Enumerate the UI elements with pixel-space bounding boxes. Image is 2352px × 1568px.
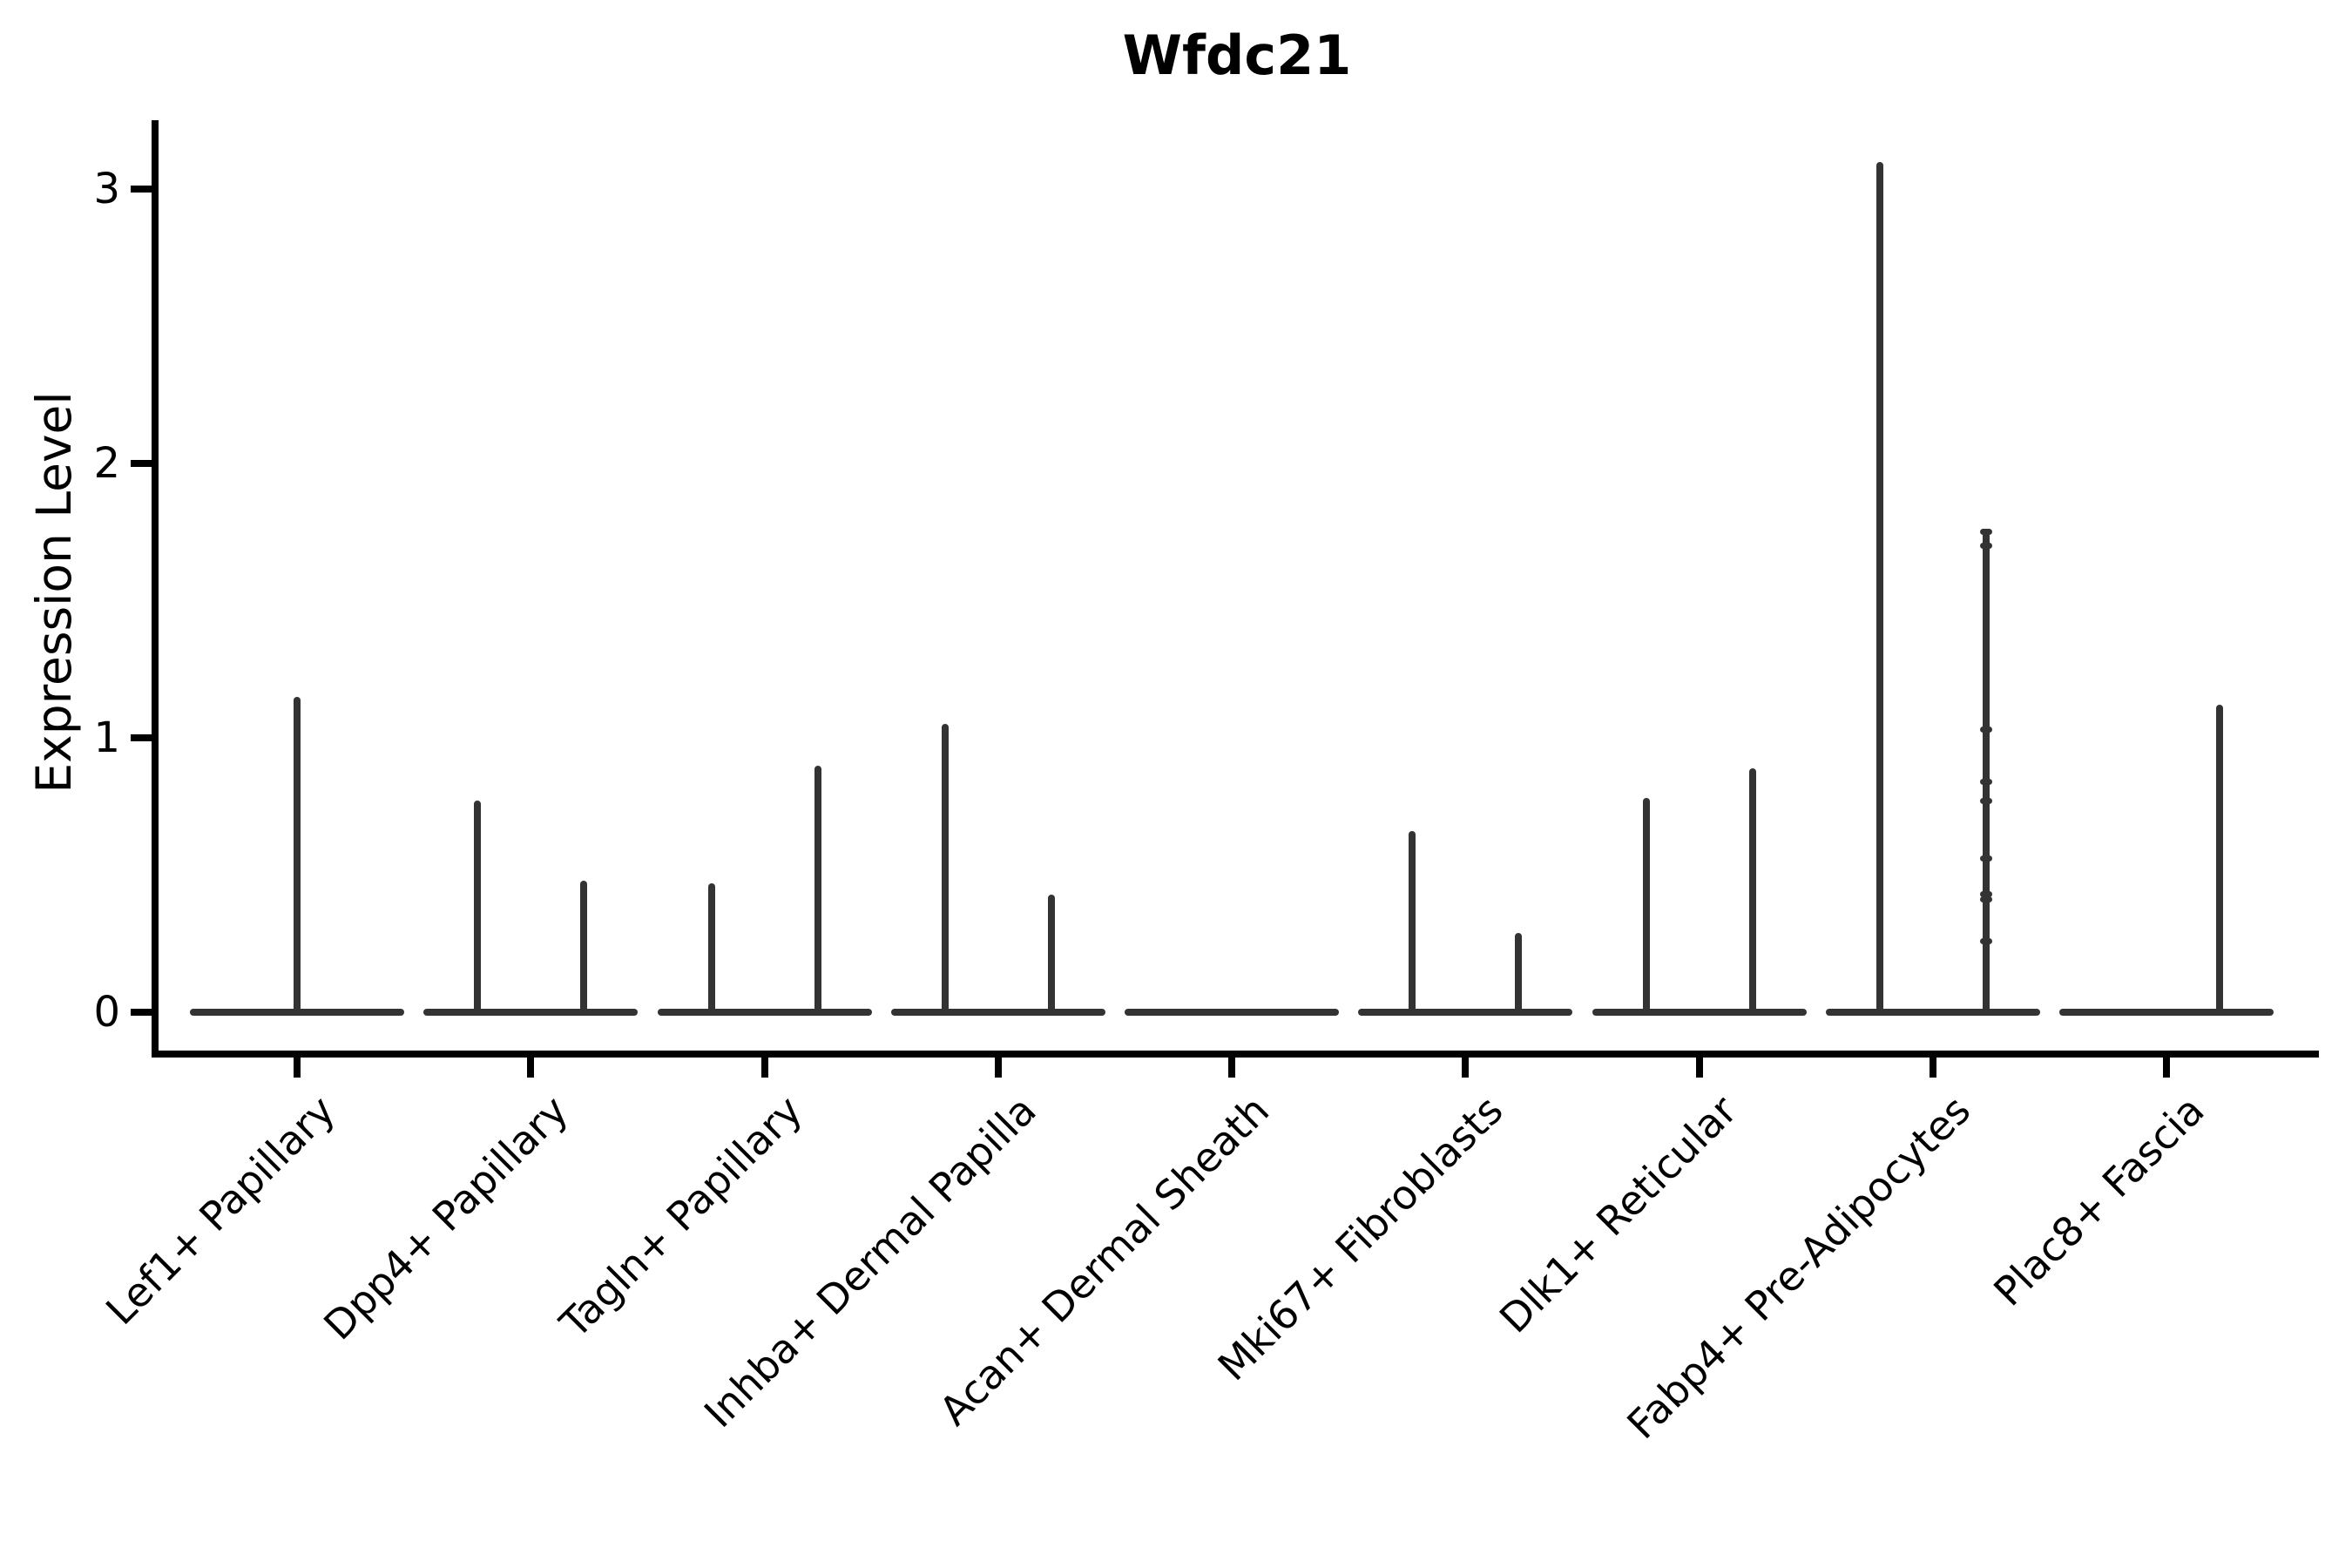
violin-spike bbox=[294, 696, 301, 1016]
x-tick-label: Dpp4+ Papillary bbox=[314, 1086, 578, 1349]
violin-point bbox=[1979, 896, 1992, 903]
x-tick bbox=[1929, 1057, 1936, 1078]
violin-spike bbox=[580, 880, 588, 1016]
figure-title: Wfdc21 bbox=[1122, 24, 1352, 87]
x-tick-label: Plac8+ Fascia bbox=[1984, 1086, 2213, 1315]
violin-spike bbox=[707, 882, 715, 1016]
y-tick bbox=[131, 186, 152, 193]
violin-base bbox=[2059, 1009, 2274, 1016]
violin-base bbox=[1358, 1009, 1573, 1016]
x-tick-label: Lef1+ Papillary bbox=[96, 1086, 344, 1335]
violin-point bbox=[1979, 529, 1992, 536]
violin-point bbox=[1979, 797, 1992, 804]
y-tick bbox=[131, 734, 152, 741]
x-tick bbox=[1462, 1057, 1470, 1078]
x-tick bbox=[1228, 1057, 1235, 1078]
y-tick-label: 0 bbox=[93, 988, 120, 1037]
violin-spike bbox=[1515, 932, 1523, 1016]
violin-spike bbox=[474, 801, 482, 1016]
violin-base bbox=[1825, 1009, 2040, 1016]
x-axis-spine bbox=[152, 1051, 2319, 1058]
violin-spike bbox=[1982, 531, 1990, 1016]
violin-base bbox=[1125, 1009, 1339, 1016]
violin-spike bbox=[1409, 831, 1416, 1016]
x-tick bbox=[760, 1057, 768, 1078]
violin-spike bbox=[814, 765, 821, 1016]
x-tick-label: Dlk1+ Reticular bbox=[1490, 1086, 1746, 1342]
violin-point bbox=[1979, 543, 1992, 549]
x-tick bbox=[2163, 1057, 2170, 1078]
x-tick bbox=[527, 1057, 535, 1078]
violin-base bbox=[657, 1009, 872, 1016]
x-tick-label: Tagln+ Papillary bbox=[551, 1086, 811, 1348]
violin-spike bbox=[2216, 705, 2223, 1016]
y-tick-label: 1 bbox=[93, 713, 120, 762]
x-tick bbox=[994, 1057, 1002, 1078]
violin-base bbox=[890, 1009, 1105, 1016]
violin-point bbox=[1979, 727, 1992, 733]
x-tick bbox=[294, 1057, 301, 1078]
violin-point bbox=[1979, 778, 1992, 785]
violin-point bbox=[1979, 937, 1992, 944]
violin-base bbox=[423, 1009, 639, 1016]
violin-spike bbox=[1642, 798, 1650, 1016]
violin-spike bbox=[1748, 767, 1756, 1016]
x-tick bbox=[1695, 1057, 1703, 1078]
violin-spike bbox=[1876, 161, 1883, 1016]
y-tick-label: 3 bbox=[93, 165, 120, 213]
violin-spike bbox=[1047, 894, 1055, 1016]
violin-point bbox=[1979, 891, 1992, 898]
y-tick bbox=[131, 1009, 152, 1016]
y-tick bbox=[131, 460, 152, 467]
violin-base bbox=[1592, 1009, 1807, 1016]
violin-point bbox=[1979, 855, 1992, 862]
y-tick-label: 2 bbox=[93, 439, 120, 488]
y-axis-spine bbox=[152, 120, 159, 1058]
violin-spike bbox=[941, 724, 949, 1016]
